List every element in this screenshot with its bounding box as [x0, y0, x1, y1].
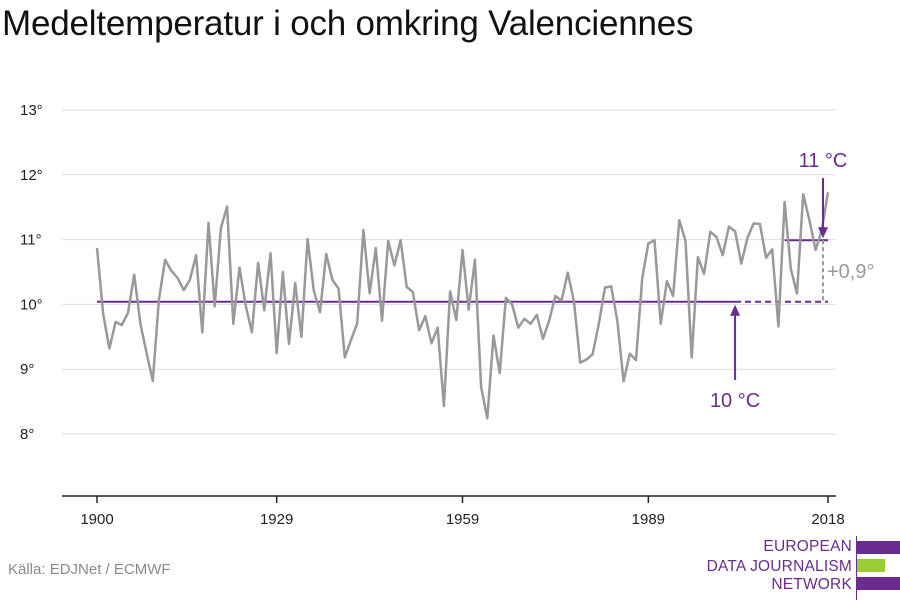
y-tick-label-10: 10°	[20, 296, 43, 313]
y-tick-label-12: 12°	[20, 167, 43, 184]
chart-title: Medeltemperatur i och omkring Valencienn…	[2, 4, 694, 43]
logo-bar-green	[857, 559, 885, 572]
annotation-10c: 10 °C	[710, 390, 760, 412]
difference-label: +0,9°	[827, 261, 874, 283]
y-tick-label-8: 8°	[20, 426, 34, 443]
x-tick-label-1989: 1989	[632, 511, 665, 528]
series-layer	[95, 192, 830, 420]
y-tick-label-13: 13°	[20, 102, 43, 119]
x-tick-label-1959: 1959	[446, 511, 479, 528]
temperature-series-line	[95, 192, 830, 420]
logo-bar-purple-top	[857, 541, 900, 554]
logo-divider	[856, 536, 857, 600]
annotation-layer: +0,9° 10 °C 11 °C	[710, 150, 875, 412]
logo-line-2: DATA JOURNALISM	[706, 558, 852, 575]
x-tick-label-1900: 1900	[80, 511, 113, 528]
grid-lines: 8° 9° 10° 11° 12° 13°	[20, 102, 836, 443]
source-note: Källa: EDJNet / ECMWF	[8, 561, 171, 578]
x-tick-label-2018: 2018	[811, 511, 844, 528]
logo-bar-purple-bottom	[857, 577, 900, 590]
x-tick-label-1929: 1929	[260, 511, 293, 528]
y-tick-label-9: 9°	[20, 361, 34, 378]
logo-line-1: EUROPEAN	[763, 538, 852, 555]
edjnet-logo[interactable]: EUROPEAN DATA JOURNALISM NETWORK	[700, 528, 900, 600]
y-tick-label-11: 11°	[20, 232, 42, 249]
arrow-10c-head	[730, 304, 741, 316]
x-axis: 1900 1929 1959 1989 2018	[62, 495, 845, 528]
annotation-11c: 11 °C	[799, 150, 848, 172]
logo-line-3: NETWORK	[771, 576, 852, 593]
arrow-11c-head	[818, 227, 828, 239]
